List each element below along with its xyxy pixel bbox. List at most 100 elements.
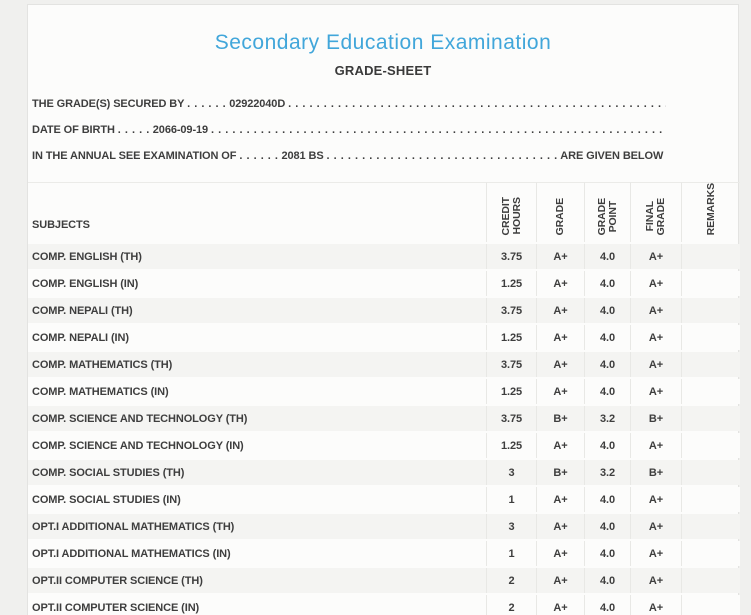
final-grade-cell: A+: [630, 595, 681, 615]
table-row: COMP. NEPALI (TH) 3.75 A+ 4.0 A+: [28, 298, 740, 324]
grade-cell: A+: [536, 514, 584, 540]
grade-sheet-card: Secondary Education Examination GRADE-SH…: [27, 4, 740, 615]
table-row: COMP. SOCIAL STUDIES (TH) 3 B+ 3.2 B+: [28, 460, 740, 486]
remarks-cell: [681, 298, 740, 324]
table-row: COMP. NEPALI (IN) 1.25 A+ 4.0 A+: [28, 325, 740, 351]
grade-table-body: COMP. ENGLISH (TH) 3.75 A+ 4.0 A+ COMP. ENGLI…: [28, 244, 740, 615]
dotted-filler: . . . . . . . . . . . . . . . . . . . . …: [288, 98, 666, 110]
grade-point-column-header: GRADE POINT: [584, 182, 630, 243]
credit-hours-cell: 3.75: [486, 352, 536, 378]
remarks-cell: [681, 271, 740, 297]
grade-cell: B+: [536, 406, 584, 432]
subject-cell: OPT.I ADDITIONAL MATHEMATICS (TH): [28, 514, 486, 540]
remarks-cell: [681, 406, 740, 432]
table-row: OPT.I ADDITIONAL MATHEMATICS (IN) 1 A+ 4.0 A…: [28, 541, 740, 567]
grade-cell: A+: [536, 325, 584, 351]
dotted-filler: . . . . . .: [187, 98, 227, 110]
grade-point-cell: 4.0: [584, 514, 630, 540]
examination-year-label: IN THE ANNUAL SEE EXAMINATION OF: [32, 150, 237, 162]
final-grade-cell: B+: [630, 406, 681, 432]
remarks-cell: [681, 325, 740, 351]
grade-point-cell: 4.0: [584, 352, 630, 378]
credit-hours-cell: 1: [486, 487, 536, 513]
remarks-column-header: REMARKS: [681, 182, 740, 243]
grade-header-label: GRADE: [554, 197, 566, 236]
are-given-below-text: ARE GIVEN BELOW: [560, 150, 664, 162]
grade-cell: A+: [536, 595, 584, 615]
credit-hours-column-header: CREDIT HOURS: [486, 182, 536, 243]
grade-cell: A+: [536, 379, 584, 405]
table-row: COMP. ENGLISH (TH) 3.75 A+ 4.0 A+: [28, 244, 740, 270]
final-grade-cell: A+: [630, 541, 681, 567]
table-row: COMP. SCIENCE AND TECHNOLOGY (TH) 3.75 B+ 3…: [28, 406, 740, 432]
date-of-birth-line: DATE OF BIRTH . . . . . 2066-09-19 . . .…: [32, 117, 666, 143]
grade-cell: A+: [536, 298, 584, 324]
grade-cell: A+: [536, 271, 584, 297]
final-grade-cell: A+: [630, 433, 681, 459]
table-row: OPT.I ADDITIONAL MATHEMATICS (TH) 3 A+ 4.0 A…: [28, 514, 740, 540]
grade-point-cell: 4.0: [584, 568, 630, 594]
date-of-birth-value: 2066-09-19: [152, 124, 209, 136]
dotted-filler: . . . . . . . . . . . . . . . . . . . . …: [326, 150, 558, 162]
final-grade-header-label: FINAL GRADE: [644, 197, 667, 236]
subject-cell: COMP. MATHEMATICS (IN): [28, 379, 486, 405]
grade-point-cell: 4.0: [584, 595, 630, 615]
table-row: OPT.II COMPUTER SCIENCE (TH) 2 A+ 4.0 A+: [28, 568, 740, 594]
candidate-id-line: THE GRADE(S) SECURED BY . . . . . . 0292…: [32, 91, 666, 117]
subject-cell: COMP. SOCIAL STUDIES (TH): [28, 460, 486, 486]
subject-cell: COMP. MATHEMATICS (TH): [28, 352, 486, 378]
grade-point-header-label: GRADE POINT: [595, 197, 619, 236]
credit-hours-cell: 1.25: [486, 271, 536, 297]
subject-cell: OPT.II COMPUTER SCIENCE (TH): [28, 568, 486, 594]
grade-column-header: GRADE: [536, 182, 584, 243]
subject-cell: COMP. NEPALI (IN): [28, 325, 486, 351]
subject-cell: COMP. SOCIAL STUDIES (IN): [28, 487, 486, 513]
subject-cell: COMP. ENGLISH (TH): [28, 244, 486, 270]
credit-hours-cell: 2: [486, 568, 536, 594]
final-grade-cell: A+: [630, 325, 681, 351]
final-grade-cell: A+: [630, 244, 681, 270]
grade-point-cell: 4.0: [584, 487, 630, 513]
subject-cell: OPT.I ADDITIONAL MATHEMATICS (IN): [28, 541, 486, 567]
grade-cell: A+: [536, 244, 584, 270]
final-grade-cell: A+: [630, 298, 681, 324]
grade-point-cell: 3.2: [584, 460, 630, 486]
remarks-cell: [681, 568, 740, 594]
grade-point-cell: 4.0: [584, 244, 630, 270]
grade-cell: B+: [536, 460, 584, 486]
final-grade-cell: A+: [630, 514, 681, 540]
grade-cell: A+: [536, 541, 584, 567]
candidate-id-value: 02922040D: [229, 98, 286, 110]
remarks-cell: [681, 433, 740, 459]
remarks-cell: [681, 352, 740, 378]
remarks-cell: [681, 244, 740, 270]
candidate-id-label: THE GRADE(S) SECURED BY: [32, 98, 185, 110]
table-row: COMP. MATHEMATICS (TH) 3.75 A+ 4.0 A+: [28, 352, 740, 378]
grade-point-cell: 3.2: [584, 406, 630, 432]
remarks-cell: [681, 595, 740, 615]
table-row: COMP. SCIENCE AND TECHNOLOGY (IN) 1.25 A+ 4…: [28, 433, 740, 459]
examination-year-line: IN THE ANNUAL SEE EXAMINATION OF . . . .…: [32, 143, 666, 169]
subject-cell: COMP. ENGLISH (IN): [28, 271, 486, 297]
grade-table: SUBJECTS CREDIT HOURS GRADE GRADE POINT …: [28, 180, 740, 615]
remarks-cell: [681, 514, 740, 540]
grade-sheet-subtitle: GRADE-SHEET: [334, 63, 432, 78]
credit-hours-cell: 3: [486, 514, 536, 540]
credit-hours-cell: 3.75: [486, 244, 536, 270]
final-grade-cell: A+: [630, 379, 681, 405]
page-title: Secondary Education Examination: [214, 31, 552, 54]
grade-point-cell: 4.0: [584, 379, 630, 405]
credit-hours-cell: 2: [486, 595, 536, 615]
final-grade-cell: A+: [630, 271, 681, 297]
remarks-header-label: REMARKS: [704, 183, 717, 236]
credit-hours-cell: 1: [486, 541, 536, 567]
remarks-cell: [681, 460, 740, 486]
dotted-filler: . . . . . . . . . . . . . . . . . . . . …: [211, 124, 666, 136]
final-grade-cell: A+: [630, 568, 681, 594]
credit-hours-cell: 3.75: [486, 298, 536, 324]
dotted-filler: . . . . . .: [239, 150, 279, 162]
grade-cell: A+: [536, 352, 584, 378]
credit-hours-cell: 3: [486, 460, 536, 486]
table-row: OPT.II COMPUTER SCIENCE (IN) 2 A+ 4.0 A+: [28, 595, 740, 615]
